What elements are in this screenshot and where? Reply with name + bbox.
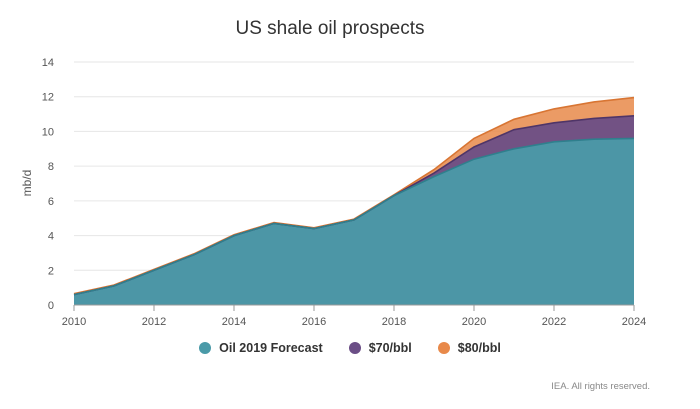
legend-label-80: $80/bbl — [457, 341, 501, 355]
y-tick-label: 12 — [42, 92, 54, 104]
area-forecast — [74, 138, 634, 305]
legend-label-70: $70/bbl — [368, 341, 412, 355]
line-forecast — [73, 137, 635, 296]
x-tick-label: 2020 — [462, 316, 486, 328]
y-tick-label: 10 — [42, 126, 54, 138]
x-tick-label: 2024 — [622, 316, 646, 328]
legend: Oil 2019 Forecast $70/bbl $80/bbl — [0, 341, 700, 355]
legend-marker-forecast — [199, 342, 212, 354]
chart-title: US shale oil prospects — [235, 18, 425, 39]
x-tick-label: 2018 — [382, 316, 406, 328]
y-tick-label: 14 — [42, 57, 54, 69]
y-tick-label: 4 — [48, 231, 54, 243]
y-tick-label: 6 — [48, 196, 54, 208]
legend-marker-70 — [348, 342, 361, 354]
x-tick-label: 2014 — [222, 316, 246, 328]
y-axis-label: mb/d — [20, 170, 34, 197]
legend-item-70[interactable]: $70/bbl — [348, 341, 412, 355]
y-tick-label: 8 — [48, 161, 54, 173]
x-tick-label: 2012 — [142, 316, 166, 328]
y-tick-label: 0 — [48, 300, 54, 312]
axes: 0 2 4 6 8 10 12 14 2010 2012 2014 2016 2018 2020 2022 2… — [42, 57, 646, 328]
y-tick-label: 2 — [48, 265, 54, 277]
series-areas — [74, 97, 634, 305]
x-tick-label: 2010 — [62, 316, 86, 328]
legend-item-80[interactable]: $80/bbl — [437, 341, 501, 355]
legend-label-forecast: Oil 2019 Forecast — [219, 341, 323, 355]
legend-item-forecast[interactable]: Oil 2019 Forecast — [199, 341, 323, 355]
legend-marker-80 — [437, 342, 450, 354]
x-tick-label: 2022 — [542, 316, 566, 328]
series-lines — [73, 96, 635, 296]
credit-text: IEA. All rights reserved. — [551, 381, 650, 392]
x-tick-label: 2016 — [302, 316, 326, 328]
